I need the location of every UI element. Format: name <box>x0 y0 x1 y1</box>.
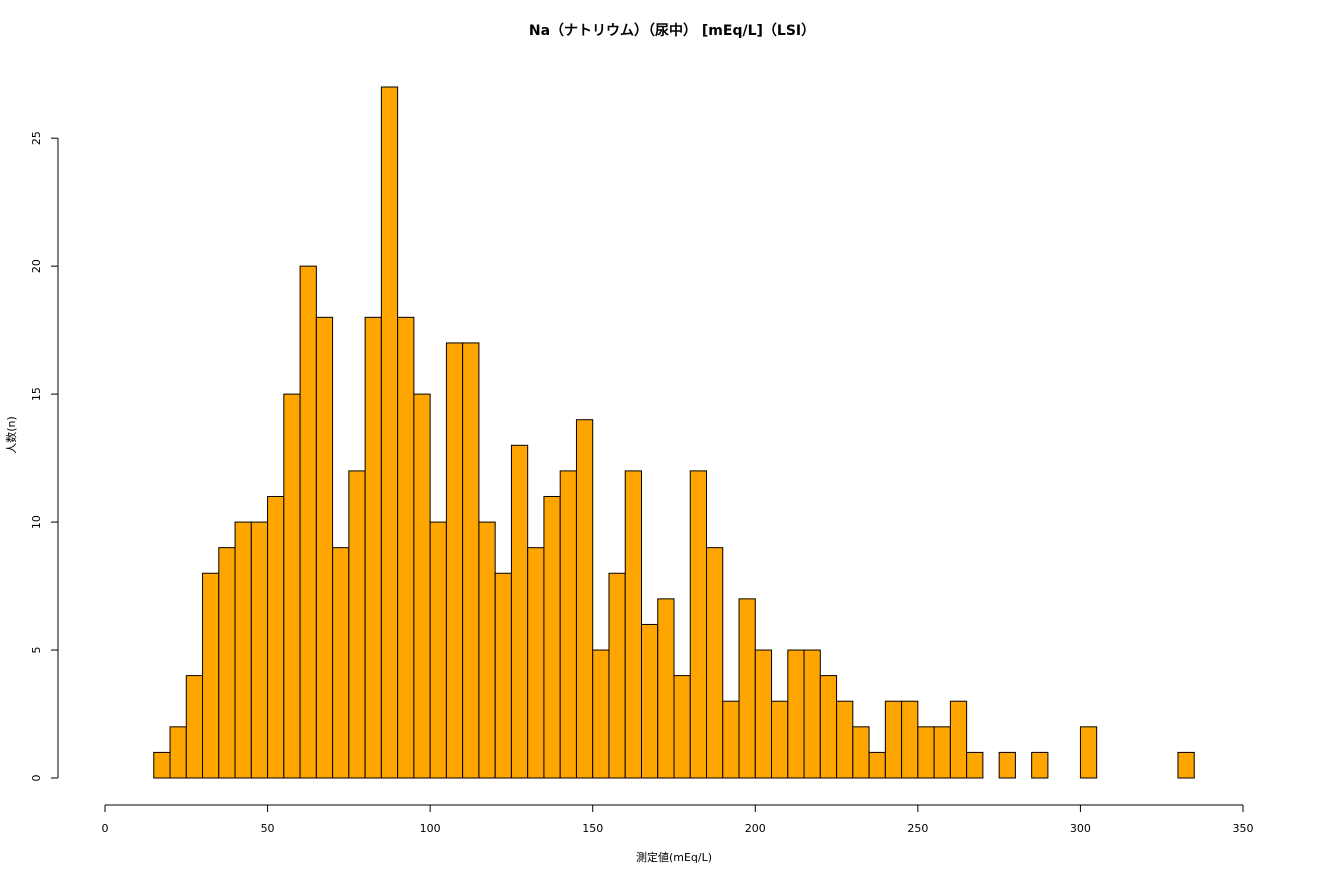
x-tick-label: 250 <box>907 822 928 835</box>
bar <box>510 444 529 779</box>
bar <box>185 675 204 779</box>
bar <box>397 316 415 779</box>
bar <box>1031 751 1049 779</box>
bar <box>966 751 984 779</box>
bar <box>234 521 252 779</box>
x-tick-label: 200 <box>745 822 766 835</box>
bar <box>803 649 821 779</box>
bar <box>299 265 317 779</box>
bar <box>608 572 626 779</box>
bar <box>202 572 220 779</box>
bar <box>478 521 496 779</box>
bar <box>364 316 382 779</box>
bar <box>527 547 545 779</box>
bar <box>917 726 935 779</box>
bar <box>771 700 789 779</box>
bar <box>933 726 951 779</box>
bar <box>1079 726 1098 779</box>
bar <box>689 470 708 779</box>
y-tick-label: 15 <box>30 387 43 401</box>
bar <box>153 751 171 779</box>
bar <box>543 495 561 779</box>
bar <box>640 623 659 779</box>
bar <box>267 495 285 779</box>
bar <box>884 700 903 779</box>
y-tick-label: 20 <box>30 259 43 273</box>
bar <box>722 700 740 779</box>
bar <box>901 700 919 779</box>
bar <box>445 342 464 779</box>
bar <box>624 470 642 779</box>
x-tick-label: 350 <box>1233 822 1254 835</box>
bar <box>348 470 366 779</box>
bar <box>592 649 610 779</box>
x-tick-label: 50 <box>261 822 275 835</box>
x-tick-label: 0 <box>102 822 109 835</box>
x-axis-label: 測定値(mEq/L) <box>636 850 712 864</box>
y-tick-label: 25 <box>30 131 43 145</box>
bar <box>494 572 512 779</box>
bar <box>673 675 691 779</box>
bar <box>218 547 236 779</box>
bar <box>949 700 968 779</box>
x-tick-label: 300 <box>1070 822 1091 835</box>
bar <box>559 470 577 779</box>
bar <box>819 675 838 779</box>
y-tick-label: 5 <box>30 647 43 654</box>
chart-title: Na（ナトリウム）（尿中） [mEq/L]（LSI） <box>529 22 815 39</box>
bar <box>787 649 805 779</box>
y-tick-label: 10 <box>30 515 43 529</box>
bar <box>868 751 886 779</box>
bar <box>169 726 187 779</box>
bar <box>315 316 334 779</box>
bar <box>250 521 269 779</box>
bar <box>462 342 480 779</box>
x-tick-label: 100 <box>420 822 441 835</box>
bar <box>413 393 431 779</box>
y-tick-label: 0 <box>30 775 43 782</box>
bar <box>429 521 447 779</box>
bar <box>283 393 301 779</box>
bar <box>852 726 870 779</box>
bar <box>754 649 773 779</box>
bar <box>1177 751 1195 779</box>
bar <box>575 419 594 779</box>
y-axis-label: 人数(n) <box>5 416 18 454</box>
bar <box>706 547 724 779</box>
bar <box>332 547 350 779</box>
bar <box>738 598 756 779</box>
bar <box>380 86 399 779</box>
bar <box>998 751 1016 779</box>
bar <box>836 700 854 779</box>
x-tick-label: 150 <box>582 822 603 835</box>
bar <box>657 598 675 779</box>
